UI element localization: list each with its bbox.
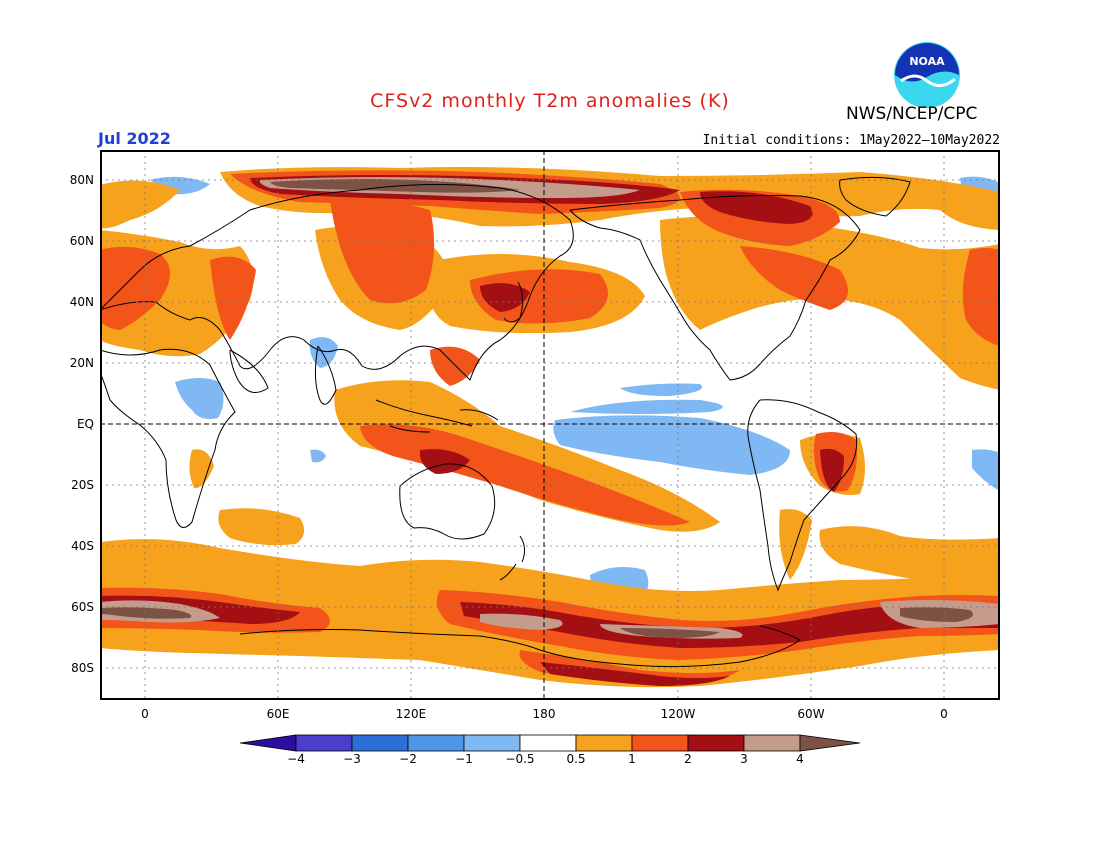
lon-label-120w: 120W xyxy=(660,707,696,721)
forecast-period: Jul 2022 xyxy=(98,129,171,148)
colorbar-label: −2 xyxy=(399,752,417,766)
lat-label-40n: 40N xyxy=(69,295,94,309)
colorbar-label: −3 xyxy=(343,752,361,766)
colorbar-swatch-below-minus-4 xyxy=(240,734,297,752)
lat-label-20s: 20S xyxy=(71,478,94,492)
graticule xyxy=(100,150,1000,700)
colorbar-swatch-minus-4-to-minus-3 xyxy=(295,734,353,752)
lon-label-120e: 120E xyxy=(395,707,427,721)
lat-label-40s: 40S xyxy=(71,539,94,553)
noaa-logo: NOAA xyxy=(894,42,960,108)
chart-title: CFSv2 monthly T2m anomalies (K) xyxy=(370,90,730,112)
colorbar-swatch-minus-2-to-minus-1 xyxy=(407,734,465,752)
lon-label-180: 180 xyxy=(532,707,556,721)
lon-label-60e: 60E xyxy=(266,707,290,721)
lon-label-0-west: 0 xyxy=(141,707,149,721)
colorbar-swatch-05-to-1 xyxy=(575,734,633,752)
lat-label-eq: EQ xyxy=(76,417,94,431)
lat-label-80n: 80N xyxy=(69,173,94,187)
noaa-logo-text: NOAA xyxy=(909,55,945,68)
lat-label-20n: 20N xyxy=(69,356,94,370)
colorbar-label: 2 xyxy=(684,752,692,766)
lat-label-80s: 80S xyxy=(71,661,94,675)
colorbar xyxy=(240,734,861,752)
map-frame xyxy=(100,150,1000,700)
colorbar-swatch-1-to-2 xyxy=(631,734,689,752)
reference-lines xyxy=(100,150,1000,700)
agency-label: NWS/NCEP/CPC xyxy=(846,104,978,124)
colorbar-label: 1 xyxy=(628,752,636,766)
colorbar-label: −0.5 xyxy=(505,752,535,766)
coastlines xyxy=(100,176,911,668)
lat-label-60s: 60S xyxy=(71,600,94,614)
colorbar-swatch-minus-1-to-minus-05 xyxy=(463,734,521,752)
lon-label-60w: 60W xyxy=(797,707,825,721)
colorbar-label: −1 xyxy=(455,752,473,766)
anomaly-map xyxy=(100,150,1000,700)
colorbar-swatch-minus-3-to-minus-2 xyxy=(351,734,409,752)
colorbar-swatch-3-to-4 xyxy=(743,734,801,752)
colorbar-label: 4 xyxy=(796,752,804,766)
colorbar-swatch-neutral xyxy=(519,734,577,752)
lon-label-0-east: 0 xyxy=(940,707,948,721)
lat-label-60n: 60N xyxy=(69,234,94,248)
colorbar-label: 0.5 xyxy=(566,752,586,766)
initial-conditions: Initial conditions: 1May2022—10May2022 xyxy=(702,133,1000,148)
colorbar-swatch-above-4 xyxy=(799,734,861,752)
colorbar-label: −4 xyxy=(287,752,305,766)
colorbar-label: 3 xyxy=(740,752,748,766)
colorbar-swatch-2-to-3 xyxy=(687,734,745,752)
